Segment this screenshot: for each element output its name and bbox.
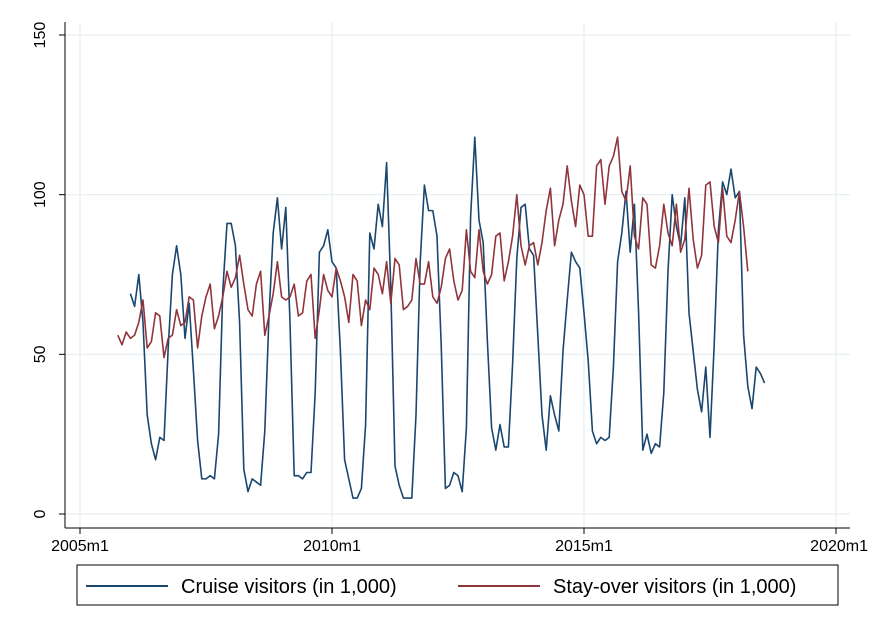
x-tick-label: 2010m1 (303, 538, 361, 555)
y-tick-label: 150 (32, 22, 49, 49)
series-lines (117, 136, 766, 499)
y-tick-label: 100 (32, 181, 49, 208)
axes: 0 50 100 150 2005m1 2010m1 2015m1 2020m1 (32, 22, 868, 555)
x-tick-label: 2005m1 (51, 538, 109, 555)
legend-label-stayover: Stay-over visitors (in 1,000) (553, 576, 796, 598)
x-tick-label: 2020m1 (810, 538, 868, 555)
legend-box (76, 564, 839, 606)
series-line-cruise (129, 136, 766, 499)
legend: Cruise visitors (in 1,000) Stay-over vis… (76, 564, 839, 606)
y-tick-label: 0 (32, 509, 49, 518)
series-line-stayover (117, 136, 749, 359)
y-tick-label: 50 (32, 345, 49, 363)
legend-label-cruise: Cruise visitors (in 1,000) (181, 576, 397, 598)
x-tick-label: 2015m1 (555, 538, 613, 555)
gridlines (65, 22, 850, 528)
